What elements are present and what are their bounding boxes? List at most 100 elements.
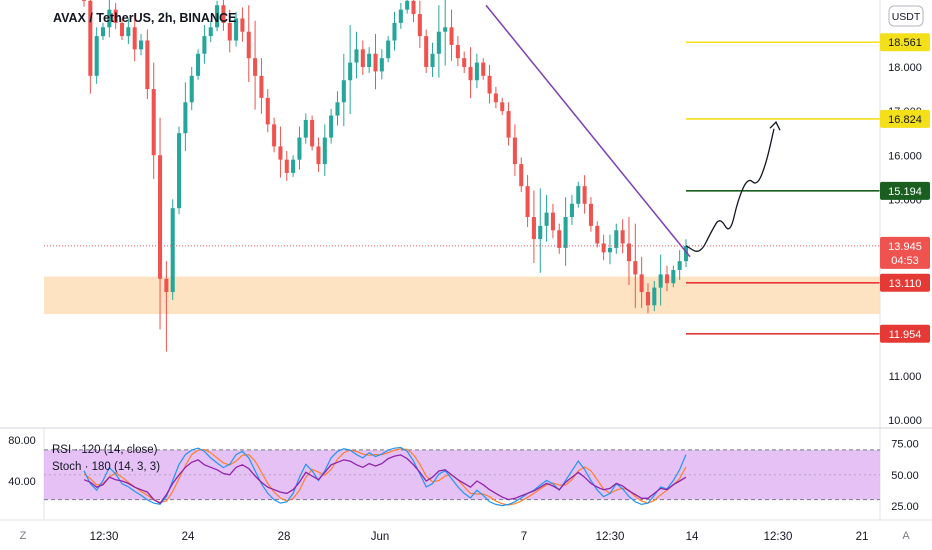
- candle-body: [398, 9, 403, 23]
- candle-body: [189, 75, 194, 103]
- candle-body: [151, 89, 156, 156]
- time-tick-label: 12:30: [90, 531, 119, 543]
- candle-body: [417, 14, 422, 37]
- candle-body: [94, 36, 99, 76]
- candle-body: [341, 80, 346, 103]
- candle-body: [227, 22, 232, 41]
- price-tick-label: 11.000: [889, 371, 922, 383]
- candle-body: [652, 287, 657, 306]
- candle-body: [601, 243, 606, 253]
- candle-body: [405, 0, 410, 10]
- candle-body: [531, 217, 536, 240]
- time-tick-label: Jun: [371, 531, 390, 543]
- candle-body: [474, 62, 479, 81]
- price-level-box: [880, 181, 930, 200]
- candle-body: [107, 9, 112, 28]
- candle-body: [506, 111, 511, 138]
- price-tick-label: 10.000: [888, 415, 922, 427]
- time-tick-label: 12:30: [596, 531, 625, 543]
- candle-body: [284, 159, 289, 173]
- currency-button[interactable]: [888, 5, 924, 27]
- price-level-box: [880, 273, 930, 292]
- price-tick-label: 18.000: [888, 62, 922, 74]
- candle-body: [202, 36, 207, 54]
- candle-body: [158, 155, 163, 279]
- candle-body: [196, 53, 201, 76]
- price-level-lines: [686, 41, 880, 335]
- price-level-box: [880, 33, 930, 52]
- candle-body: [272, 124, 277, 147]
- candle-body: [671, 269, 676, 284]
- last-price-label: 13.945: [888, 241, 922, 253]
- time-tick-label: 12:30: [764, 531, 793, 543]
- chart-title: AVAX / TetherUS, 2h, BINANCE: [53, 11, 236, 25]
- stoch-k-line[interactable]: [83, 446, 687, 507]
- indicator-axis: 25.00 50.00 75.00: [891, 439, 919, 513]
- price-level-box: [880, 324, 930, 343]
- descending-trendline[interactable]: [485, 4, 691, 258]
- time-axis[interactable]: 12:30 24 28 Jun 7 12:30 14 12:30 21: [90, 531, 869, 543]
- indicator-tick-label: 75.00: [891, 439, 919, 451]
- candle-body: [259, 75, 264, 98]
- candlestick-series[interactable]: [81, 0, 689, 352]
- candle-body: [329, 115, 334, 138]
- price-level-box: [880, 109, 930, 128]
- zoom-button-label: Z: [20, 530, 27, 542]
- candle-body: [145, 40, 150, 90]
- candle-body: [512, 137, 517, 165]
- rsi-legend[interactable]: RSI · 120 (14, close): [52, 444, 158, 456]
- candle-body: [177, 133, 182, 209]
- candle-body: [436, 31, 441, 54]
- candle-body: [170, 208, 175, 293]
- left-tick-label: 40.00: [8, 476, 36, 488]
- candle-body: [81, 0, 87, 1]
- candle-body: [310, 119, 315, 147]
- candle-body: [449, 27, 454, 45]
- candle-body: [221, 5, 226, 23]
- candle-body: [88, 0, 93, 76]
- candle-body: [139, 40, 144, 50]
- candle-body: [443, 27, 448, 32]
- candle-body: [677, 261, 682, 270]
- candle-body: [633, 261, 638, 275]
- price-level-label: 15.194: [888, 186, 922, 198]
- indicator-tick-label: 25.00: [891, 501, 919, 513]
- candle-body: [639, 274, 644, 293]
- candle-body: [322, 137, 327, 165]
- candle-body: [392, 22, 397, 41]
- candle-body: [544, 212, 549, 226]
- candle-body: [278, 146, 283, 160]
- candle-body: [620, 230, 625, 244]
- candle-body: [626, 243, 631, 262]
- indicator-tick-label: 50.00: [891, 470, 919, 482]
- auto-scale-button[interactable]: [897, 526, 915, 544]
- price-level-label: 16.824: [888, 114, 922, 126]
- candle-body: [354, 49, 359, 63]
- time-tick-label: 7: [521, 531, 527, 543]
- currency-button-label: USDT: [892, 11, 921, 23]
- candle-body: [240, 18, 245, 32]
- price-level-label: 18.561: [888, 37, 922, 49]
- price-tick-label: 16.000: [888, 150, 922, 162]
- candle-body: [563, 217, 568, 248]
- candle-body: [487, 75, 492, 94]
- rsi-line[interactable]: [83, 454, 687, 505]
- price-level-label: 11.954: [889, 329, 922, 341]
- candle-body: [569, 203, 574, 218]
- candle-body: [607, 247, 612, 253]
- projection-path[interactable]: [685, 128, 775, 252]
- stoch-legend[interactable]: Stoch · 180 (14, 3, 3): [52, 461, 160, 473]
- candle-body: [595, 225, 600, 244]
- candle-body: [208, 27, 213, 37]
- candle-body: [424, 36, 429, 67]
- candle-body: [253, 58, 258, 76]
- zoom-button[interactable]: [14, 526, 32, 544]
- candle-body: [658, 274, 663, 288]
- candle-body: [119, 22, 125, 37]
- candle-body: [386, 40, 391, 59]
- candle-body: [664, 274, 670, 284]
- time-tick-label: 14: [686, 531, 699, 543]
- projection-arrowhead: [769, 121, 781, 131]
- candle-body: [550, 212, 555, 231]
